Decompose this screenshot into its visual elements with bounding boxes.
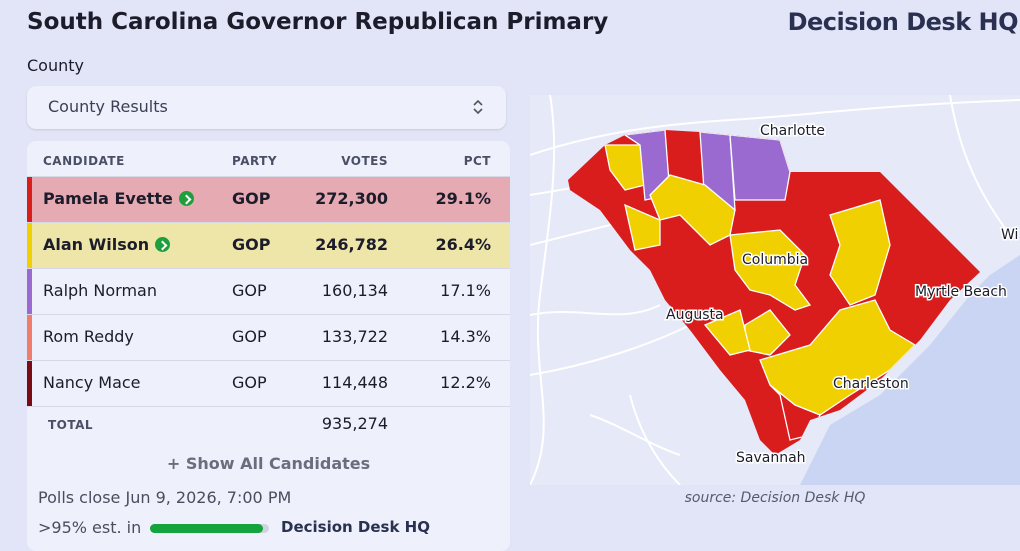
city-label: Charleston xyxy=(833,376,909,392)
candidate-cell: Rom Reddy xyxy=(43,327,134,346)
results-table: CANDIDATE PARTY VOTES PCT Pamela Evette G… xyxy=(27,141,510,551)
pct: 12.2% xyxy=(440,373,491,392)
county-select[interactable]: County Results xyxy=(27,86,506,129)
column-header: PCT xyxy=(463,154,491,168)
city-label: Charlotte xyxy=(760,123,825,139)
candidate-name: Alan Wilson xyxy=(43,235,150,254)
progress-bar xyxy=(150,524,269,533)
title: South Carolina Governor Republican Prima… xyxy=(27,9,609,35)
votes: 246,782 xyxy=(315,235,388,254)
total-row: TOTAL 935,274 xyxy=(27,406,510,443)
candidate-row: Nancy Mace GOP 114,448 12.2% xyxy=(27,360,510,406)
column-header: CANDIDATE xyxy=(43,154,125,168)
party: GOP xyxy=(232,327,267,346)
candidate-name: Rom Reddy xyxy=(43,327,134,346)
total-votes: 935,274 xyxy=(321,414,388,433)
city-labels: Charlotte Columbia Myrtle Beach Augusta … xyxy=(665,122,1020,468)
candidate-row: Alan Wilson GOP 246,782 26.4% xyxy=(27,222,510,268)
advancing-icon xyxy=(178,191,194,206)
candidate-row: Ralph Norman GOP 160,134 17.1% xyxy=(27,268,510,314)
party: GOP xyxy=(232,373,267,392)
pct: 17.1% xyxy=(440,281,491,300)
candidate-cell: Nancy Mace xyxy=(43,373,141,392)
roads xyxy=(530,95,1020,485)
candidate-name: Pamela Evette xyxy=(43,189,173,208)
reporting: >95% est. in xyxy=(38,518,142,537)
party: GOP xyxy=(232,281,267,300)
filter-label: County xyxy=(27,56,84,75)
candidate-name: Ralph Norman xyxy=(43,281,157,300)
select-icon xyxy=(473,99,483,115)
candidate-cell: Pamela Evette xyxy=(43,189,194,208)
city-label: Columbia xyxy=(742,252,808,268)
show-all-button[interactable]: + Show All Candidates xyxy=(166,454,371,473)
pct: 29.1% xyxy=(435,189,491,208)
polls-close: Polls close Jun 9, 2026, 7:00 PM xyxy=(38,488,292,507)
candidate-color xyxy=(27,177,32,222)
footer-logo: Decision Desk HQ xyxy=(281,518,430,536)
column-header: VOTES xyxy=(341,154,388,168)
pct: 26.4% xyxy=(435,235,491,254)
candidate-row: Rom Reddy GOP 133,722 14.3% xyxy=(27,314,510,360)
city-label: Savannah xyxy=(736,450,806,466)
city-label: Augusta xyxy=(666,307,724,323)
candidate-color xyxy=(27,315,32,360)
votes: 133,722 xyxy=(321,327,388,346)
candidate-cell: Ralph Norman xyxy=(43,281,157,300)
city-label: Wi xyxy=(1001,227,1018,243)
map-source: source: Decision Desk HQ xyxy=(684,490,866,506)
select-value: County Results xyxy=(48,97,168,116)
pct: 14.3% xyxy=(440,327,491,346)
votes: 160,134 xyxy=(321,281,388,300)
party: GOP xyxy=(232,235,271,254)
map: Charlotte Columbia Myrtle Beach Augusta … xyxy=(530,95,1020,485)
row-highlight xyxy=(27,223,510,268)
party: GOP xyxy=(232,189,271,208)
candidate-name: Nancy Mace xyxy=(43,373,141,392)
votes: 272,300 xyxy=(315,189,388,208)
advancing-icon xyxy=(155,237,171,252)
candidate-color xyxy=(27,361,32,406)
candidate-color xyxy=(27,269,32,314)
logo: Decision Desk HQ xyxy=(787,8,1019,36)
votes: 114,448 xyxy=(321,373,388,392)
candidate-color xyxy=(27,223,32,268)
total-label: TOTAL xyxy=(48,418,94,432)
candidate-row: Pamela Evette GOP 272,300 29.1% xyxy=(27,176,510,222)
ocean xyxy=(800,255,1020,485)
column-header: PARTY xyxy=(232,154,278,168)
candidate-cell: Alan Wilson xyxy=(43,235,171,254)
row-highlight xyxy=(27,177,510,222)
city-label: Myrtle Beach xyxy=(915,284,1007,300)
